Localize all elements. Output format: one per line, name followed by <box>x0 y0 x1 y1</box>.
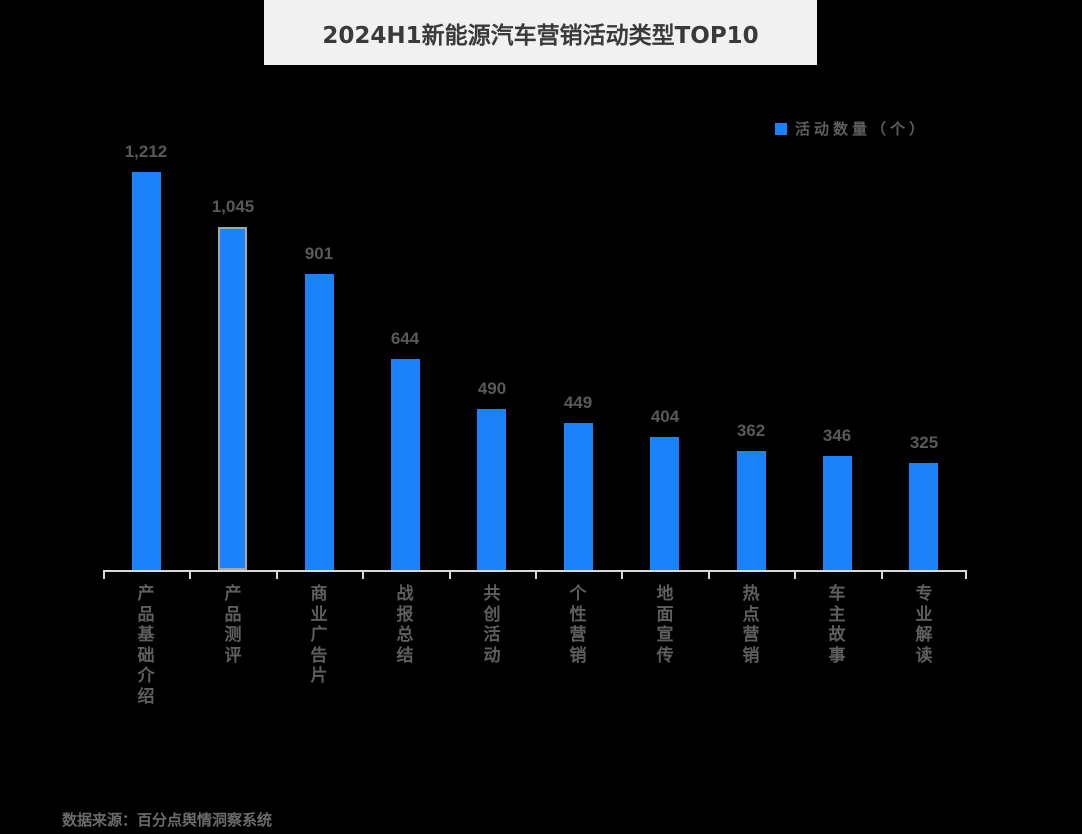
category-label: 战报总结 <box>396 584 414 666</box>
category-label: 专业解读 <box>915 584 933 666</box>
bar-value-label: 1,212 <box>124 142 168 161</box>
chart-title: 2024H1新能源汽车营销活动类型TOP10 <box>322 22 759 49</box>
bar[interactable] <box>909 463 938 570</box>
x-axis-tick <box>881 570 883 579</box>
x-axis-tick <box>276 570 278 579</box>
bar-value-label: 490 <box>477 379 507 398</box>
bar-value-label: 404 <box>650 407 680 426</box>
category-label: 共创活动 <box>483 584 501 666</box>
bar[interactable] <box>477 409 506 570</box>
bar[interactable] <box>650 437 679 570</box>
legend-label: 活动数量（个） <box>795 120 929 138</box>
x-axis-tick <box>449 570 451 579</box>
x-axis-tick <box>621 570 623 579</box>
chart-title-box: 2024H1新能源汽车营销活动类型TOP10 <box>264 0 817 65</box>
legend-swatch-icon <box>775 122 787 135</box>
legend: 活动数量（个） <box>775 118 928 139</box>
x-axis-tick <box>965 570 967 579</box>
x-axis-tick <box>103 570 105 579</box>
bar-value-label: 362 <box>736 421 766 440</box>
bar-value-label: 1,045 <box>211 197 255 216</box>
bar-value-label: 901 <box>304 244 334 263</box>
category-label: 热点营销 <box>742 584 760 666</box>
x-axis-tick <box>794 570 796 579</box>
bar[interactable] <box>823 456 852 570</box>
category-label: 产品基础介绍 <box>137 584 155 707</box>
bar[interactable] <box>305 274 334 570</box>
bar[interactable] <box>737 451 766 570</box>
data-source-note: 数据来源：百分点舆情洞察系统 <box>62 811 273 829</box>
x-axis-tick <box>362 570 364 579</box>
bar[interactable] <box>218 227 247 570</box>
bar[interactable] <box>132 172 161 570</box>
x-axis-tick <box>189 570 191 579</box>
bar-value-label: 644 <box>390 329 420 348</box>
category-label: 商业广告片 <box>310 584 328 686</box>
category-label: 产品测评 <box>224 584 242 666</box>
x-axis-tick <box>535 570 537 579</box>
bar-value-label: 346 <box>822 426 852 445</box>
bar-value-label: 449 <box>563 393 593 412</box>
bar-value-label: 325 <box>909 433 939 452</box>
category-label: 车主故事 <box>828 584 846 666</box>
x-axis-tick <box>708 570 710 579</box>
category-label: 个性营销 <box>569 584 587 666</box>
category-label: 地面宣传 <box>656 584 674 666</box>
bar[interactable] <box>564 423 593 570</box>
bar[interactable] <box>391 359 420 570</box>
